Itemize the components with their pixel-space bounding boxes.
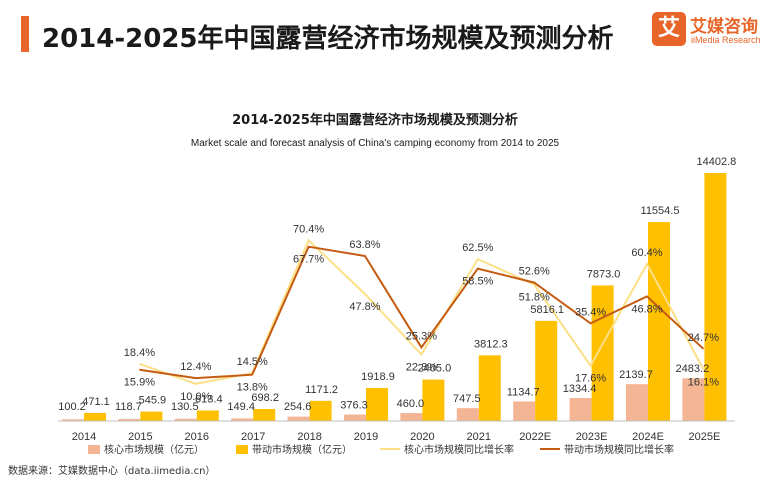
x-tick-label: 2017 [241,431,265,443]
driven-market-bar [253,408,276,421]
driven-growth-label: 63.8% [349,239,380,251]
driven-bar-value-label: 698.2 [251,392,279,404]
core-growth-label: 60.4% [631,247,662,259]
chart-title: 2014-2025年中国露营经济市场规模及预测分析 [232,112,518,128]
driven-bar-value-label: 7873.0 [587,268,621,280]
driven-bar-value-label: 471.1 [82,396,110,408]
driven-market-bar [309,400,332,421]
driven-growth-label: 24.7% [688,332,719,344]
driven-growth-line [139,245,705,380]
core-bar-value-label: 149.4 [227,401,255,413]
driven-bar-value-label: 2405.0 [418,363,452,375]
core-growth-label: 16.1% [688,376,719,388]
driven-growth-label: 58.5% [462,276,493,288]
core-growth-label: 14.5% [237,356,268,368]
core-bar-value-label: 1134.7 [507,386,540,398]
driven-growth-label: 46.8% [631,303,662,315]
driven-market-bar [196,410,219,421]
driven-growth-label: 13.8% [237,382,268,394]
x-tick-label: 2025E [688,431,720,443]
legend-swatch [236,445,248,454]
core-bar-value-label: 130.5 [171,401,199,413]
driven-growth-label: 35.4% [575,306,606,318]
legend-label: 核心市场规模（亿元） [104,443,204,456]
core-market-bar [174,418,197,421]
page-title: 2014-2025年中国露营经济市场规模及预测分析 [42,24,614,54]
logo-text-cn: 艾媒咨询 [690,17,758,37]
core-growth-label: 51.8% [519,291,550,303]
title-accent-bar [21,16,29,52]
core-bar-value-label: 118.7 [115,401,142,413]
logo-text-en: iiMedia Research [691,35,761,45]
driven-growth-label: 52.6% [519,266,550,278]
core-growth-label: 62.5% [462,242,493,254]
core-bar-value-label: 100.2 [58,401,86,413]
driven-market-bar [140,411,163,421]
x-tick-label: 2020 [410,431,434,443]
legend-label: 带动市场规模（亿元） [252,443,352,456]
core-market-bar [513,401,536,421]
driven-growth-label: 12.4% [180,361,211,373]
driven-bar-value-label: 14402.8 [697,156,737,168]
x-tick-label: 2016 [185,431,209,443]
logo-icon: 艾 [652,12,686,46]
core-growth-label: 10.0% [180,391,211,403]
core-market-bar [569,398,592,421]
core-market-bar [400,413,423,421]
core-market-bar [456,408,479,421]
driven-growth-label: 25.3% [406,330,437,342]
x-tick-label: 2014 [72,431,96,443]
driven-bar-value-label: 5816.1 [530,304,564,316]
x-tick-label: 2024E [632,431,664,443]
core-market-bar [231,418,254,421]
core-bar-value-label: 254.6 [284,401,312,413]
data-source: 数据来源：艾媒数据中心（data.iimedia.cn） [8,466,216,477]
core-bar-value-label: 460.0 [397,398,425,410]
core-growth-label: 18.4% [124,347,155,359]
core-growth-label: 47.8% [349,301,380,313]
core-growth-label: 70.4% [293,223,324,235]
x-tick-label: 2015 [128,431,152,443]
driven-bar-value-label: 1918.9 [361,371,395,383]
core-bar-value-label: 376.3 [340,400,368,412]
x-tick-label: 2019 [354,431,378,443]
core-market-bar [62,419,84,421]
core-market-bar [682,378,705,421]
core-bar-value-label: 2483.2 [676,363,710,375]
driven-bar-value-label: 613.4 [195,393,223,405]
core-market-bar [344,414,366,421]
x-tick-label: 2022E [519,431,551,443]
x-tick-label: 2021 [467,431,491,443]
legend-label: 带动市场规模同比增长率 [564,443,674,456]
driven-bar-value-label: 3812.3 [474,338,508,350]
driven-bar-value-label: 1171.2 [305,384,338,396]
driven-growth-label: 15.9% [124,377,155,389]
chart-subtitle: Market scale and forecast analysis of Ch… [191,138,560,149]
driven-market-bar [422,379,445,421]
core-market-bar [626,384,648,421]
driven-bar-value-label: 545.9 [139,395,167,407]
driven-market-bar [648,222,670,421]
driven-market-bar [84,412,106,421]
core-growth-label: 22.3% [406,362,437,374]
driven-market-bar [704,173,727,421]
core-bar-value-label: 1334.4 [563,383,597,395]
core-bar-value-label: 747.5 [453,393,481,405]
brand-logo: 艾 艾媒咨询 iiMedia Research [652,12,761,52]
driven-growth-label: 67.7% [293,254,324,266]
driven-bar-value-label: 11554.5 [641,205,680,217]
x-tick-label: 2023E [576,431,608,443]
core-bar-value-label: 2139.7 [619,369,653,381]
legend-label: 核心市场规模同比增长率 [404,443,514,456]
driven-market-bar [535,320,558,421]
driven-market-bar [478,355,501,421]
core-market-bar [118,418,141,421]
legend-swatch [88,445,100,454]
core-growth-label: 17.6% [575,373,606,385]
x-tick-label: 2018 [297,431,321,443]
core-market-bar [287,416,310,421]
driven-market-bar [366,387,388,421]
